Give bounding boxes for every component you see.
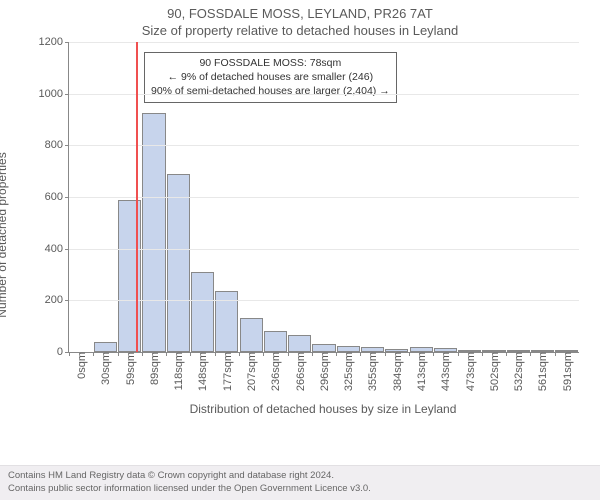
gridline (69, 197, 579, 198)
x-axis-title: Distribution of detached houses by size … (68, 402, 578, 416)
x-tick-label: 413sqm (410, 352, 428, 391)
chart: Number of detached properties 90 FOSSDAL… (10, 40, 590, 430)
bar (288, 335, 311, 352)
x-tick-label: 207sqm (240, 352, 258, 391)
x-tick-label: 591sqm (556, 352, 574, 391)
info-line-3: 90% of semi-detached houses are larger (… (151, 84, 390, 98)
x-tick-label: 443sqm (434, 352, 452, 391)
x-tick-label: 296sqm (313, 352, 331, 391)
y-tick-label: 400 (45, 243, 69, 255)
x-tick-label: 502sqm (483, 352, 501, 391)
bar (167, 174, 190, 352)
footer: Contains HM Land Registry data © Crown c… (0, 465, 600, 500)
x-tick-label: 325sqm (337, 352, 355, 391)
x-tick-label: 384sqm (386, 352, 404, 391)
info-line-1: 90 FOSSDALE MOSS: 78sqm (151, 56, 390, 70)
x-tick-label: 59sqm (119, 352, 137, 385)
gridline (69, 249, 579, 250)
bar (142, 113, 165, 352)
y-tick-label: 1000 (39, 88, 69, 100)
y-tick-label: 800 (45, 139, 69, 151)
page-title-sub: Size of property relative to detached ho… (0, 21, 600, 38)
plot-area: 90 FOSSDALE MOSS: 78sqm ← 9% of detached… (68, 42, 579, 353)
bar (191, 272, 214, 352)
x-tick-label: 118sqm (167, 352, 185, 390)
x-tick-label: 473sqm (459, 352, 477, 391)
gridline (69, 145, 579, 146)
bar (264, 331, 287, 352)
y-tick-label: 200 (45, 294, 69, 306)
x-tick-label: 89sqm (143, 352, 161, 385)
x-tick-label: 532sqm (507, 352, 525, 391)
bar (312, 344, 335, 352)
info-callout: 90 FOSSDALE MOSS: 78sqm ← 9% of detached… (144, 52, 397, 103)
page-title-address: 90, FOSSDALE MOSS, LEYLAND, PR26 7AT (0, 0, 600, 21)
footer-line-1: Contains HM Land Registry data © Crown c… (8, 470, 592, 483)
y-axis-label: Number of detached properties (0, 152, 9, 317)
x-tick-label: 266sqm (289, 352, 307, 391)
x-tick-label: 236sqm (264, 352, 282, 391)
y-tick-label: 600 (45, 191, 69, 203)
x-tick-label: 177sqm (216, 352, 234, 391)
x-tick-label: 0sqm (70, 352, 88, 379)
y-tick-label: 0 (57, 346, 69, 358)
x-tick-label: 30sqm (94, 352, 112, 385)
property-marker-line (136, 42, 138, 352)
bar (94, 342, 117, 352)
x-tick-label: 148sqm (191, 352, 209, 391)
gridline (69, 94, 579, 95)
bar (240, 318, 263, 352)
info-line-2: ← 9% of detached houses are smaller (246… (151, 70, 390, 84)
gridline (69, 300, 579, 301)
y-tick-label: 1200 (39, 36, 69, 48)
footer-line-2: Contains public sector information licen… (8, 483, 592, 496)
x-tick-label: 561sqm (531, 352, 549, 391)
gridline (69, 42, 579, 43)
x-tick-label: 355sqm (361, 352, 379, 391)
